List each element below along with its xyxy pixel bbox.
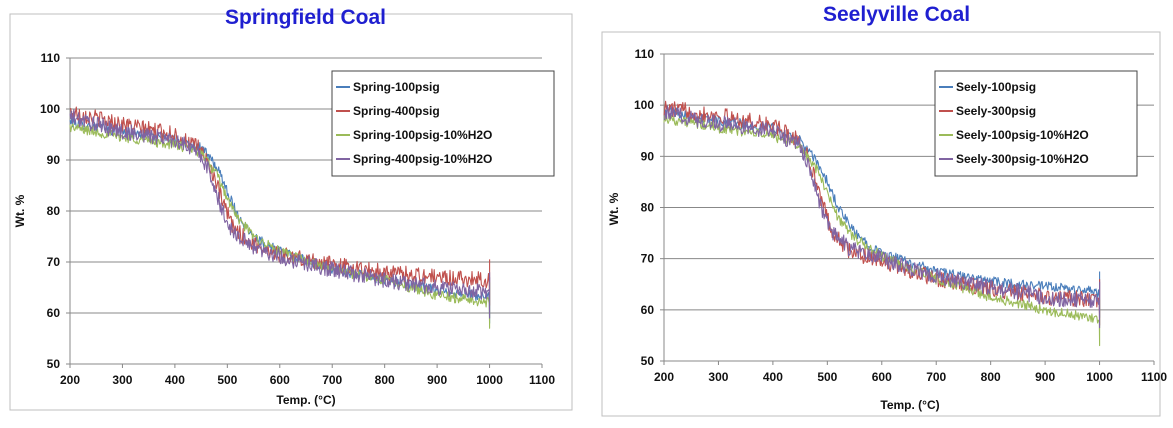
chart-title: Springfield Coal [225,6,387,29]
legend-label: Seely-100psig-10%H2O [956,128,1089,142]
x-tick-label: 700 [322,373,342,387]
y-axis-label: Wt. % [607,192,621,225]
springfield-chart: 50 60 70 80 90 100 110 200 300 400 500 600 700 800 900… [9,13,573,411]
seelyville-chart-panel: 50 60 70 80 90 100 110 200 300 400 500 600 700 800 900… [592,0,1173,428]
y-tick-label: 50 [47,357,61,371]
x-tick-label: 500 [817,370,837,384]
springfield-chart-panel: 50 60 70 80 90 100 110 200 300 400 500 600 700 800 900… [0,0,585,428]
x-tick-label: 1100 [1141,370,1167,384]
y-tick-label: 100 [40,102,60,116]
y-tick-label: 110 [635,47,655,61]
y-tick-label: 60 [47,306,61,320]
y-tick-label: 70 [641,252,655,266]
x-tick-label: 1100 [529,373,555,387]
legend-label: Seely-300psig-10%H2O [956,152,1089,166]
x-tick-label: 800 [375,373,395,387]
legend-label: Seely-100psig [956,80,1036,94]
series-line [69,109,491,319]
legend-box [331,70,555,177]
x-tick-label: 900 [427,373,447,387]
y-tick-label: 90 [641,149,655,163]
x-tick-label: 1000 [476,373,503,387]
y-tick-label: 60 [641,303,655,317]
y-tick-label: 100 [634,98,654,112]
x-tick-label: 900 [1035,370,1055,384]
x-tick-label: 400 [763,370,783,384]
series-line [69,123,491,329]
x-axis-label: Temp. (°C) [276,393,335,407]
series-line [663,100,1101,326]
x-tick-label: 500 [217,373,237,387]
x-axis-label: Temp. (°C) [880,398,939,412]
series-line [663,105,1101,329]
y-axis-label: Wt. % [13,194,27,227]
x-tick-label: 300 [708,370,728,384]
x-tick-label: 200 [60,373,80,387]
x-tick-label: 400 [165,373,185,387]
y-tick-label: 70 [47,255,61,269]
series-line [69,106,491,306]
seelyville-chart: 50 60 70 80 90 100 110 200 300 400 500 600 700 800 900… [601,31,1167,417]
x-tick-label: 600 [872,370,892,384]
legend-label: Spring-100psig-10%H2O [353,128,492,142]
legend: Spring-100psig Spring-400psig Spring-100ps… [331,70,555,177]
y-tick-label: 80 [641,201,655,215]
legend-box [934,70,1138,177]
x-tick-label: 700 [926,370,946,384]
chart-frame [601,31,1161,417]
legend-label: Spring-400psig [353,104,440,118]
x-tick-label: 300 [112,373,132,387]
y-tick-label: 50 [641,354,655,368]
y-tick-label: 80 [47,204,61,218]
legend-label: Seely-300psig [956,104,1036,118]
x-tick-label: 200 [654,370,674,384]
x-tick-label: 800 [981,370,1001,384]
chart-title: Seelyville Coal [823,3,971,26]
legend: Seely-100psig Seely-300psig Seely-100psig-… [934,70,1138,177]
y-tick-label: 110 [41,51,61,65]
legend-label: Spring-100psig [353,80,440,94]
x-tick-label: 600 [270,373,290,387]
legend-label: Spring-400psig-10%H2O [353,152,492,166]
chart-frame [9,13,573,411]
x-tick-label: 1000 [1086,370,1113,384]
y-tick-label: 90 [47,153,61,167]
